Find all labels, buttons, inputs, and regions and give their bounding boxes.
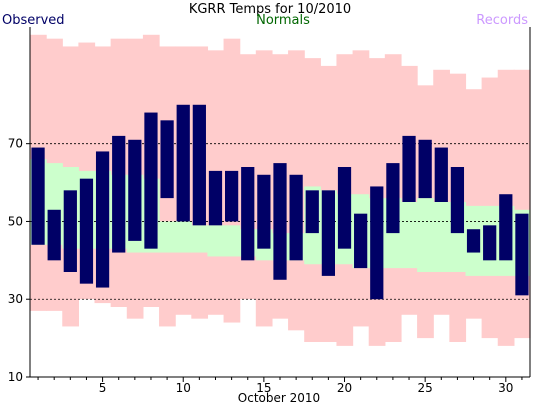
observed-bar-day-14 [241,167,255,261]
legend-normals: Normals [256,13,310,28]
observed-bar-day-31 [515,213,529,296]
observed-bar-day-15 [257,174,271,249]
y-tick-label-30: 30 [8,292,23,306]
observed-bar-day-19 [321,190,335,276]
observed-bar-day-25 [418,139,432,199]
y-tick-label-50: 50 [8,214,23,228]
normal-range-day-13 [223,225,241,257]
observed-bar-day-28 [466,229,481,253]
plot-area: 5 10 15 20 25 30 10 30 50 70 [8,27,531,395]
normal-range-day-12 [207,225,225,257]
chart-title: KGRR Temps for 10/2010 [189,2,351,17]
normal-range-day-11 [191,225,209,253]
observed-bar-day-9 [160,120,174,199]
observed-bar-day-18 [305,190,319,234]
observed-bar-day-4 [79,178,94,284]
observed-bar-day-1 [31,147,45,245]
x-tick-label-5: 5 [99,381,107,395]
normal-range-day-26 [433,202,450,272]
observed-bar-day-27 [450,167,465,234]
x-tick-label-10: 10 [176,381,191,395]
observed-bar-day-17 [289,174,303,261]
observed-bar-day-10 [176,104,190,222]
observed-bar-day-29 [483,225,497,261]
legend-records: Records [476,13,528,28]
x-tick-label-25: 25 [418,381,433,395]
normal-range-day-24 [400,202,418,269]
observed-bar-day-5 [95,151,110,288]
x-tick-label-20: 20 [337,381,352,395]
record-range-day-21 [352,50,370,327]
y-tick-label-70: 70 [8,137,23,151]
record-range-day-28 [465,89,483,319]
normal-range-day-9 [159,221,176,253]
observed-bar-day-7 [128,139,142,241]
normal-range-day-10 [175,221,192,253]
observed-bar-day-11 [192,104,206,226]
observed-bar-day-26 [434,147,448,202]
observed-bar-day-2 [47,209,61,261]
x-tick-label-30: 30 [498,381,513,395]
observed-bar-day-30 [499,194,513,261]
observed-bar-day-13 [225,170,239,222]
legend-observed: Observed [2,13,65,28]
observed-bar-day-6 [112,135,126,253]
observed-bar-day-23 [386,163,400,234]
observed-bar-day-21 [354,213,368,269]
observed-bar-day-16 [273,163,287,280]
observed-bar-day-8 [144,112,158,249]
observed-bar-day-24 [402,135,416,202]
observed-bar-day-22 [370,186,384,300]
normal-range-day-25 [417,198,434,272]
x-tick-label-15: 15 [256,381,271,395]
y-tick-label-10: 10 [8,370,23,384]
observed-bar-day-12 [208,170,223,226]
record-range-day-31 [513,69,531,339]
observed-bar-day-20 [337,167,352,249]
observed-bar-day-3 [63,190,77,272]
x-axis-label: October 2010 [238,391,320,405]
